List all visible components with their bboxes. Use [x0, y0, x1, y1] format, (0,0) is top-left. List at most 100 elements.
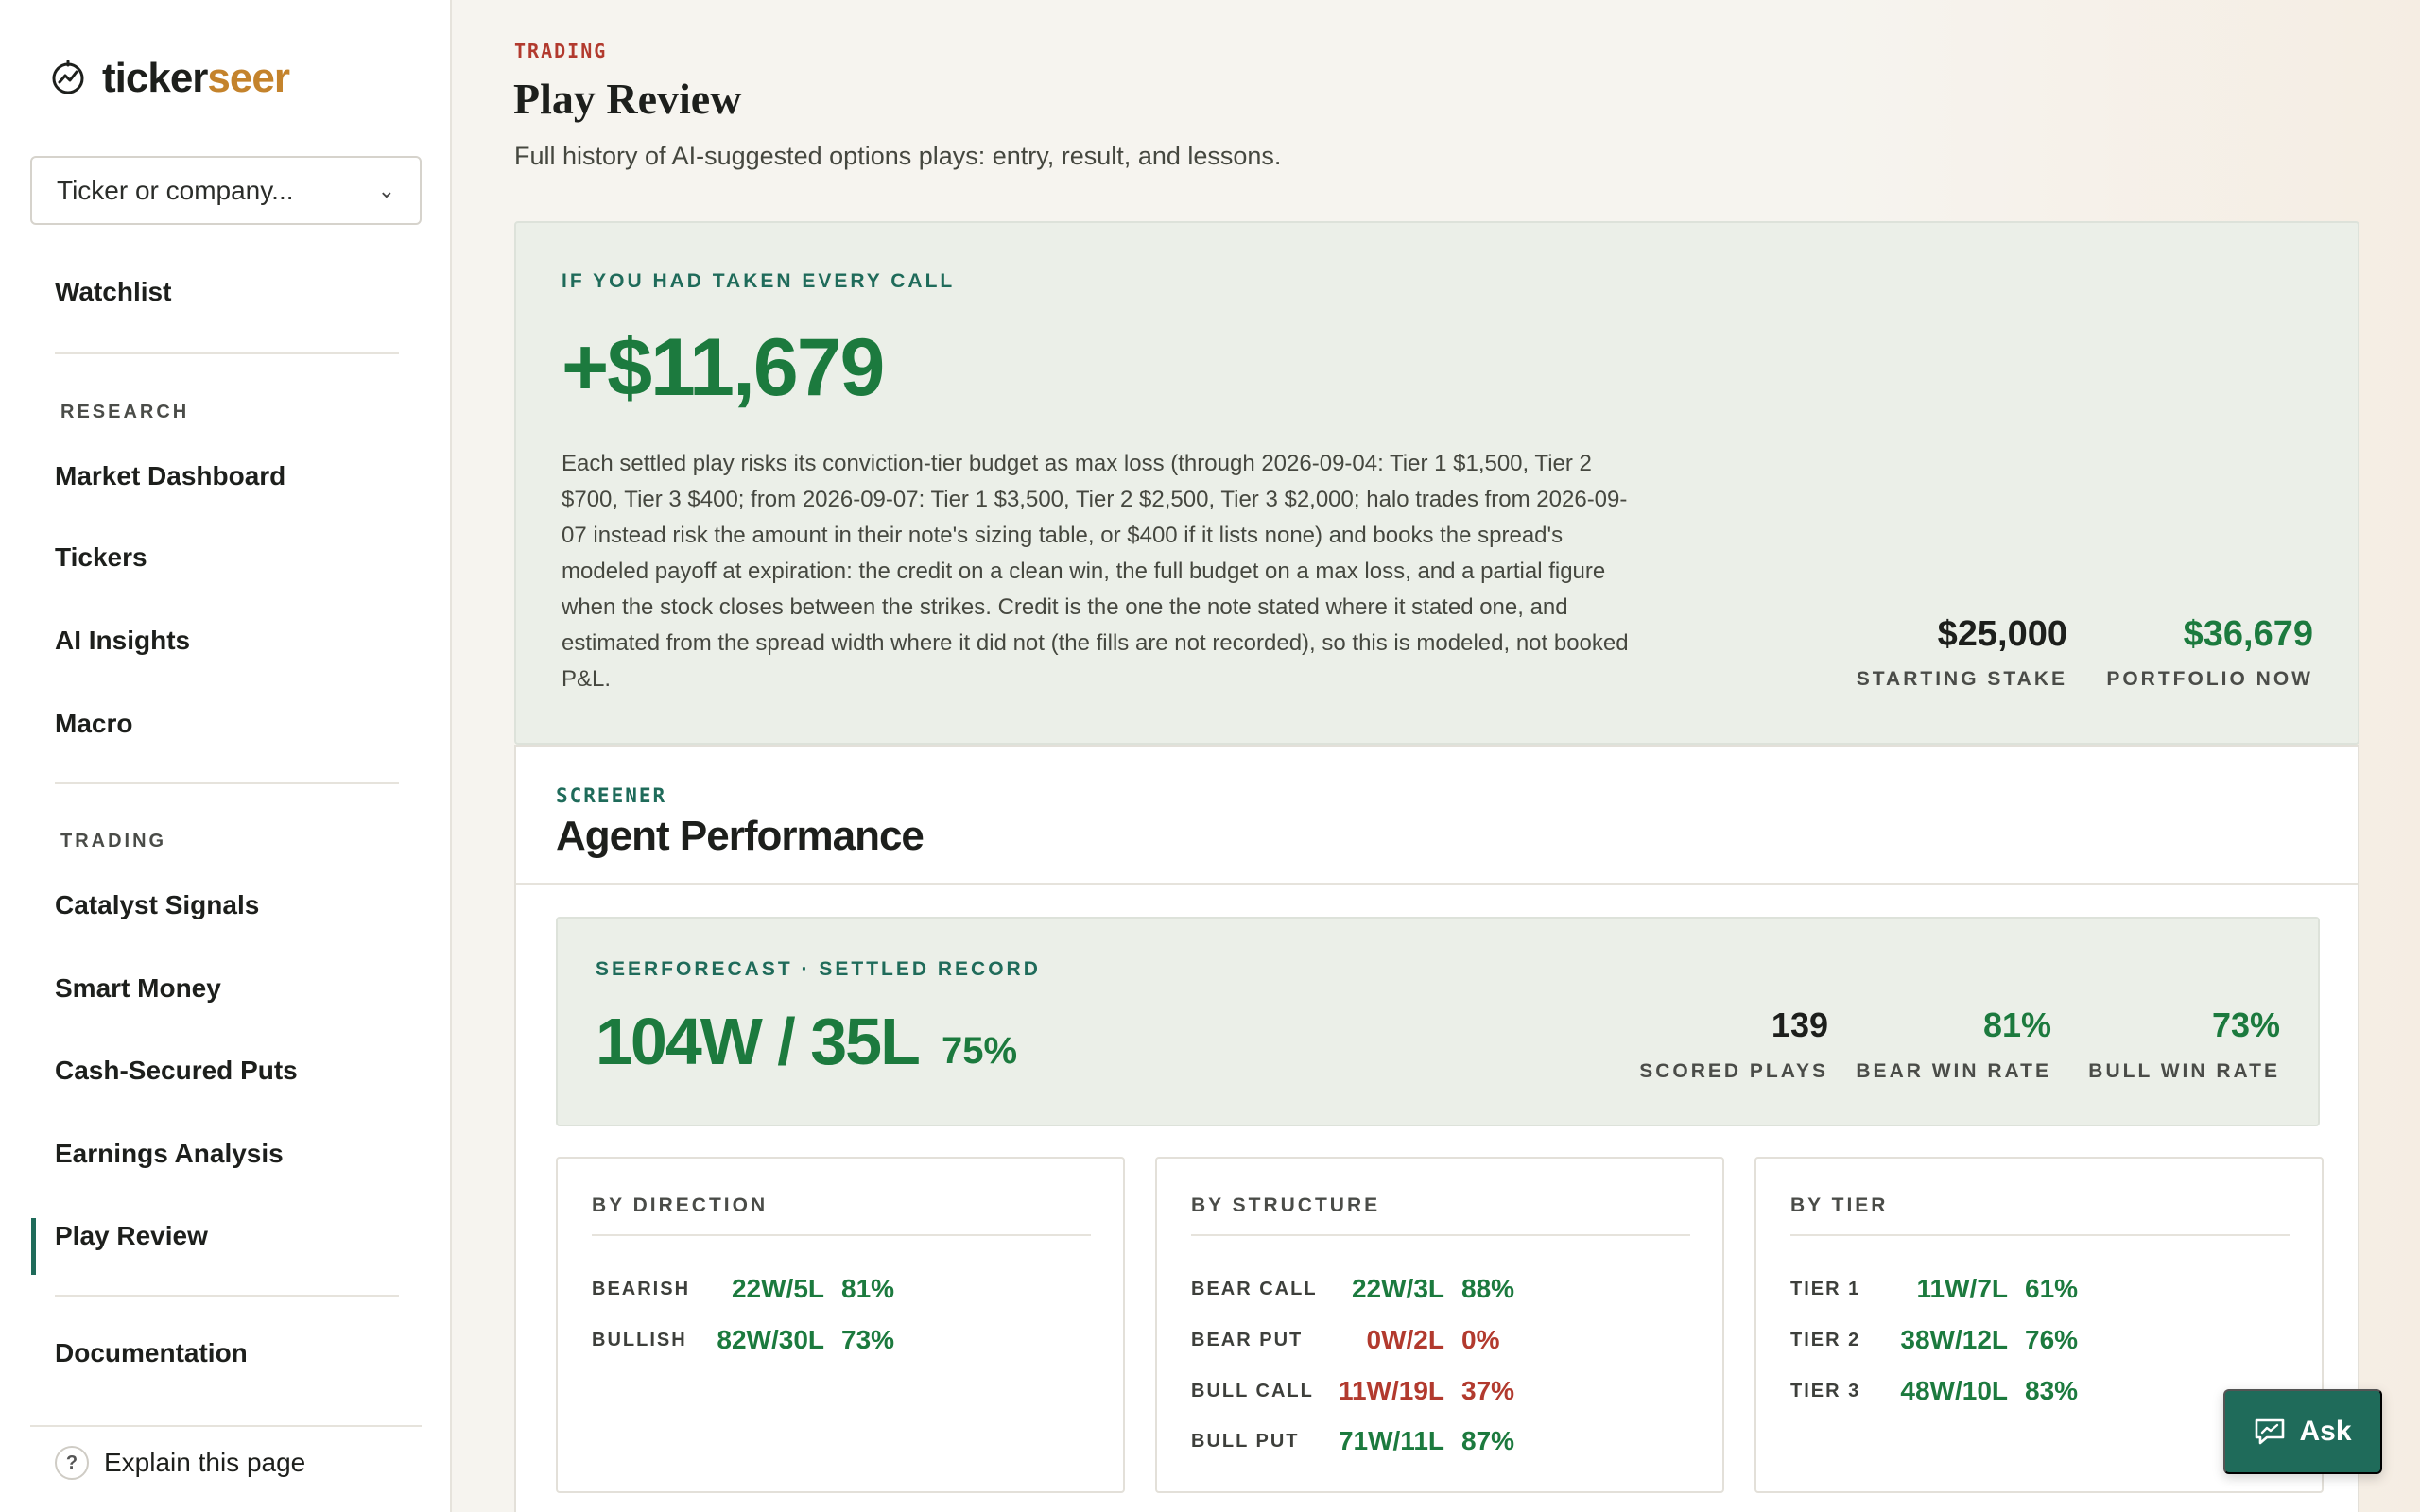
scored-plays-label: SCORED PLAYS: [1639, 1060, 1828, 1082]
page-eyebrow: TRADING: [514, 40, 608, 62]
row-win-pct: 37%: [1461, 1376, 1515, 1405]
row-win-pct: 76%: [2025, 1325, 2079, 1354]
portfolio-now-value: $36,679: [2183, 614, 2313, 654]
portfolio-now-stat: $36,679 PORTFOLIO NOW: [2106, 614, 2313, 691]
row-label: BULLISH: [592, 1329, 687, 1350]
bear-win-rate-label: BEAR WIN RATE: [1856, 1060, 2051, 1082]
table-row: BEARISH 22W/5L 81%: [592, 1270, 894, 1308]
chart-circle-icon: [52, 60, 84, 94]
row-win-loss: 11W/7L: [1916, 1274, 2008, 1303]
sidebar-item-smart-money[interactable]: Smart Money: [55, 973, 221, 1003]
active-indicator: [31, 1218, 36, 1275]
card-divider: [1790, 1234, 2290, 1236]
row-label: BEAR PUT: [1191, 1329, 1304, 1350]
row-win-loss: 38W/12L: [1900, 1325, 2008, 1354]
pnl-total-value: +$11,679: [562, 322, 885, 413]
by-direction-card: BY DIRECTION BEARISH 22W/5L 81% BULLISH …: [556, 1157, 1125, 1493]
table-row: TIER 1 11W/7L 61%: [1790, 1270, 2078, 1308]
ask-button-label: Ask: [2299, 1416, 2352, 1447]
row-label: TIER 3: [1790, 1380, 1861, 1401]
row-win-pct: 0%: [1461, 1325, 1500, 1354]
settled-record-card: SEERFORECAST · SETTLED RECORD 104W / 35L…: [556, 917, 2320, 1126]
sidebar-item-ai-insights[interactable]: AI Insights: [55, 626, 191, 655]
sidebar-item-cash-secured-puts[interactable]: Cash-Secured Puts: [55, 1056, 298, 1085]
brand-name-part2: seer: [207, 55, 290, 101]
sidebar-item-earnings-analysis[interactable]: Earnings Analysis: [55, 1139, 284, 1168]
nav-divider: [55, 782, 399, 784]
row-label: BEAR CALL: [1191, 1278, 1318, 1299]
sidebar-item-play-review[interactable]: Play Review: [55, 1221, 208, 1250]
sidebar-item-tickers[interactable]: Tickers: [55, 542, 147, 572]
table-row: TIER 2 38W/12L 76%: [1790, 1321, 2078, 1359]
row-win-loss: 71W/11L: [1338, 1426, 1444, 1455]
nav-divider: [55, 1295, 399, 1297]
page-title: Play Review: [513, 75, 742, 123]
ask-button[interactable]: Ask: [2223, 1389, 2382, 1474]
agent-performance-panel: SCREENER Agent Performance SEERFORECAST …: [514, 745, 2360, 1512]
record-eyebrow: SEERFORECAST · SETTLED RECORD: [596, 958, 1041, 980]
row-win-pct: 83%: [2025, 1376, 2079, 1405]
explain-page-button[interactable]: ? Explain this page: [55, 1446, 305, 1480]
table-row: BULLISH 82W/30L 73%: [592, 1321, 894, 1359]
row-win-pct: 81%: [841, 1274, 895, 1303]
panel-title: Agent Performance: [556, 813, 925, 859]
scored-plays-value: 139: [1771, 1005, 1828, 1044]
row-win-pct: 87%: [1461, 1426, 1515, 1455]
card-divider: [592, 1234, 1091, 1236]
chat-chart-icon: [2256, 1418, 2285, 1445]
explain-page-label: Explain this page: [104, 1448, 306, 1477]
help-icon: ?: [55, 1446, 89, 1480]
row-label: BULL CALL: [1191, 1380, 1314, 1401]
ticker-search-select[interactable]: Ticker or company... ⌄: [30, 156, 422, 225]
starting-stake-value: $25,000: [1937, 614, 2067, 654]
row-label: TIER 1: [1790, 1278, 1861, 1299]
row-win-pct: 61%: [2025, 1274, 2079, 1303]
row-win-loss: 48W/10L: [1900, 1376, 2008, 1405]
table-row: BEAR CALL 22W/3L 88%: [1191, 1270, 1514, 1308]
sidebar-item-catalyst-signals[interactable]: Catalyst Signals: [55, 890, 260, 919]
bull-win-rate-value: 73%: [2211, 1005, 2280, 1044]
scored-plays-stat: 139 SCORED PLAYS: [1639, 1005, 1828, 1083]
card-title: BY TIER: [1790, 1194, 1889, 1216]
starting-stake-label: STARTING STAKE: [1856, 668, 2067, 690]
page-subtitle: Full history of AI-suggested options pla…: [514, 142, 1282, 170]
starting-stake-stat: $25,000 STARTING STAKE: [1857, 614, 2067, 691]
panel-eyebrow: SCREENER: [556, 784, 667, 807]
sidebar-item-documentation[interactable]: Documentation: [55, 1338, 248, 1367]
sidebar-bottom-divider: [30, 1425, 422, 1427]
portfolio-now-label: PORTFOLIO NOW: [2106, 668, 2313, 690]
table-row: BULL CALL 11W/19L 37%: [1191, 1372, 1514, 1410]
row-win-loss: 22W/3L: [1351, 1274, 1444, 1303]
card-title: BY STRUCTURE: [1191, 1194, 1381, 1216]
row-label: BULL PUT: [1191, 1430, 1300, 1452]
pnl-methodology-text: Each settled play risks its conviction-t…: [562, 451, 1629, 692]
pnl-summary-card: IF YOU HAD TAKEN EVERY CALL +$11,679 Eac…: [514, 221, 2360, 745]
row-win-pct: 73%: [841, 1325, 895, 1354]
row-win-loss: 0W/2L: [1366, 1325, 1444, 1354]
table-row: BEAR PUT 0W/2L 0%: [1191, 1321, 1499, 1359]
bear-win-rate-value: 81%: [1982, 1005, 2051, 1044]
card-divider: [1191, 1234, 1690, 1236]
brand-name-part1: ticker: [102, 55, 208, 101]
bear-win-rate-stat: 81% BEAR WIN RATE: [1856, 1005, 2051, 1083]
row-label: BEARISH: [592, 1278, 691, 1299]
sidebar: tickerseer Ticker or company... ⌄ Watchl…: [0, 0, 452, 1512]
card-title: BY DIRECTION: [592, 1194, 769, 1216]
row-win-loss: 22W/5L: [731, 1274, 824, 1303]
chevron-down-icon: ⌄: [377, 178, 395, 202]
row-win-loss: 11W/19L: [1338, 1376, 1444, 1405]
bull-win-rate-label: BULL WIN RATE: [2088, 1060, 2280, 1082]
bull-win-rate-stat: 73% BULL WIN RATE: [2088, 1005, 2280, 1083]
row-win-pct: 88%: [1461, 1274, 1515, 1303]
ticker-search-placeholder: Ticker or company...: [57, 175, 294, 205]
sidebar-item-macro[interactable]: Macro: [55, 709, 133, 738]
table-row: TIER 3 48W/10L 83%: [1790, 1372, 2078, 1410]
nav-section-trading: TRADING: [60, 831, 167, 851]
record-win-loss: 104W / 35L: [596, 1005, 921, 1078]
brand-name: tickerseer: [102, 55, 290, 102]
row-win-loss: 82W/30L: [717, 1325, 824, 1354]
sidebar-item-watchlist[interactable]: Watchlist: [55, 277, 172, 306]
brand-logo[interactable]: tickerseer: [49, 55, 290, 102]
by-structure-card: BY STRUCTURE BEAR CALL 22W/3L 88% BEAR P…: [1155, 1157, 1724, 1493]
sidebar-item-market-dashboard[interactable]: Market Dashboard: [55, 461, 286, 490]
